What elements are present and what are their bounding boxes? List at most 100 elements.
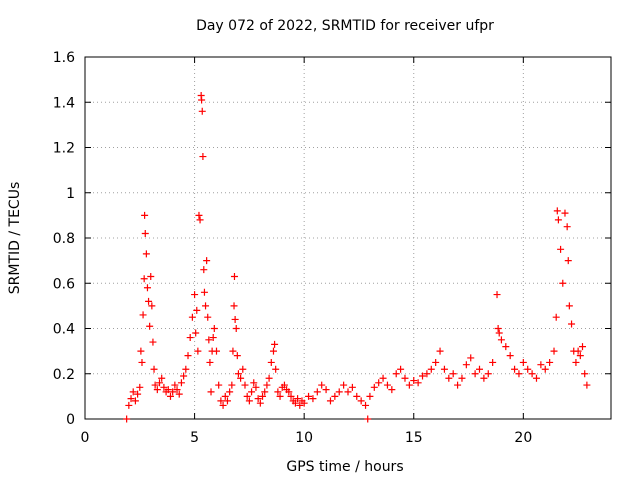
data-point (462, 361, 470, 369)
y-tick-label: 1.2 (53, 141, 75, 157)
data-point (511, 365, 519, 373)
data-point (199, 153, 207, 161)
data-point (198, 96, 206, 104)
data-point (206, 358, 214, 366)
data-point (471, 370, 479, 378)
data-point (148, 302, 156, 310)
data-point (405, 381, 413, 389)
data-point (175, 390, 183, 398)
data-point (493, 291, 501, 299)
data-point (445, 374, 453, 382)
data-point (313, 388, 321, 396)
data-point (193, 306, 201, 314)
data-point (370, 383, 378, 391)
data-point (476, 365, 483, 373)
data-point (191, 291, 199, 299)
data-point (524, 365, 532, 373)
data-point (226, 388, 234, 396)
data-point (213, 347, 220, 355)
data-point (309, 395, 317, 403)
data-point (230, 272, 238, 280)
data-point (232, 325, 240, 332)
data-point (204, 313, 212, 321)
data-point (326, 397, 334, 405)
data-point (331, 392, 339, 400)
data-point (228, 381, 236, 389)
data-point (269, 347, 277, 355)
data-point (147, 272, 155, 280)
data-point (397, 365, 405, 373)
data-point (137, 347, 145, 355)
data-point (142, 250, 150, 258)
data-point (182, 365, 190, 373)
data-point (553, 207, 561, 215)
data-point (366, 392, 374, 400)
data-point (256, 399, 264, 407)
data-point (502, 343, 510, 351)
data-point (186, 334, 194, 342)
data-point (149, 338, 157, 346)
data-point (127, 395, 135, 403)
data-point (579, 343, 587, 351)
data-point (581, 370, 589, 378)
data-point (294, 395, 302, 403)
data-point (574, 347, 582, 355)
data-point (419, 372, 427, 380)
data-point (554, 216, 562, 224)
y-tick-label: 1 (66, 186, 75, 202)
chart-title: Day 072 of 2022, SRMTID for receiver ufp… (196, 18, 494, 34)
data-point (171, 381, 179, 389)
data-point (348, 383, 356, 391)
data-point (440, 365, 448, 373)
data-point (215, 381, 223, 389)
data-point (291, 399, 299, 407)
data-point (209, 334, 217, 342)
data-point (123, 415, 131, 423)
data-point (151, 381, 159, 389)
data-point (205, 336, 213, 344)
data-point (265, 374, 273, 382)
data-point (561, 209, 569, 217)
data-point (340, 381, 348, 389)
data-point (280, 381, 288, 389)
data-point (250, 379, 258, 387)
data-point (237, 374, 245, 382)
data-point (158, 374, 166, 382)
data-point (153, 386, 161, 394)
data-point (480, 374, 488, 382)
data-point (203, 257, 211, 265)
data-point (335, 388, 343, 396)
data-point (141, 211, 149, 219)
data-point (572, 358, 580, 366)
data-point (233, 352, 241, 360)
data-point (195, 211, 203, 219)
data-point (576, 352, 584, 360)
data-point (322, 386, 330, 394)
data-point (200, 288, 208, 296)
data-point (217, 397, 225, 405)
data-point (375, 379, 383, 387)
data-point (318, 381, 326, 389)
data-point (305, 392, 313, 400)
data-point (223, 397, 231, 405)
data-point (515, 370, 523, 378)
data-point (564, 257, 572, 265)
x-tick-label: 5 (190, 430, 199, 446)
y-tick-label: 1.6 (53, 50, 75, 66)
data-point (131, 397, 139, 405)
data-point (229, 347, 237, 355)
data-point (300, 399, 308, 407)
data-point (267, 358, 275, 366)
data-point (140, 275, 148, 283)
data-point (353, 392, 361, 400)
data-point (552, 313, 560, 321)
x-tick-label: 20 (514, 430, 532, 446)
y-tick-label: 1.4 (53, 95, 75, 111)
data-point (146, 322, 154, 330)
y-tick-label: 0 (66, 412, 75, 428)
data-point (276, 392, 284, 400)
data-point (506, 352, 514, 360)
data-point (184, 352, 192, 360)
data-point (557, 245, 565, 253)
data-point (274, 388, 282, 396)
